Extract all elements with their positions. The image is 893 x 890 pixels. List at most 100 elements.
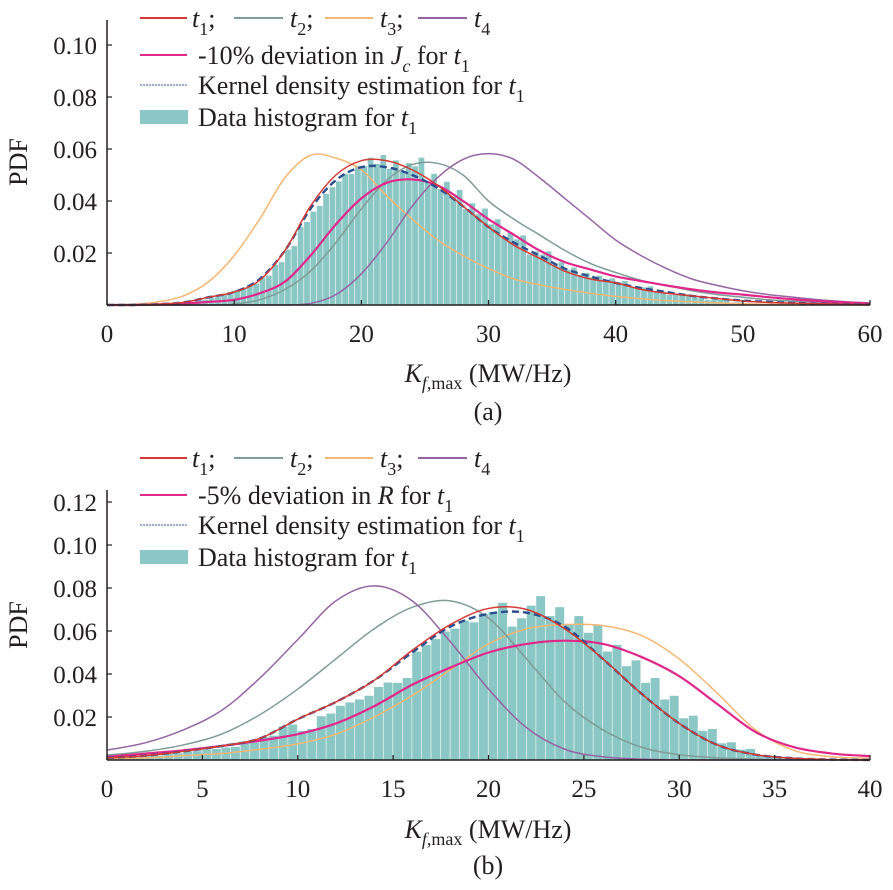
histogram-bar [250,742,259,760]
histogram-bar [723,299,730,305]
legend: t1; t2; t3; t4-5% deviation in R for t1Kern… [140,444,525,578]
histogram-bar [494,219,501,305]
legend-sub: c [402,56,410,76]
histogram-bar [736,749,746,760]
x-tick-label: 50 [730,321,755,348]
legend-text: Data histogram for [198,543,401,572]
legend-label-t1: t1; [192,4,215,39]
histogram-bar [364,695,374,760]
histogram-bar [393,682,403,760]
histogram-bar [571,267,577,305]
legend-var: t [401,103,409,132]
histogram-bar [323,194,329,305]
legend-label-t3: t3; [380,4,403,39]
histogram-bar [348,173,355,305]
x-tick-label: 35 [762,776,787,803]
y-axis-label: PDF [4,601,33,649]
histogram-bar [482,208,488,305]
legend-label-hist: Data histogram for t1 [198,103,417,138]
x-tick-label: 25 [571,776,596,803]
histogram-bar [660,699,670,760]
histogram-bar [698,296,705,305]
x-tick-label: 30 [667,776,692,803]
histogram-bar [386,168,393,305]
x-label-var: K [404,359,424,388]
panel-label: (b) [473,851,503,880]
histogram-bar [469,622,479,760]
legend-sep: ; [396,444,403,473]
legend-label-kde: Kernel density estimation for t1 [198,511,525,546]
histogram-bar [726,742,736,760]
legend-var: t [508,71,516,100]
histogram-bar [526,605,536,760]
histogram-bar [478,613,488,760]
legend-swatch-hist [140,110,188,124]
legend-var: t [290,444,298,473]
legend-label-t4: t4 [474,4,490,39]
legend-sub: 3 [387,459,396,479]
histogram-bar [653,292,660,305]
histogram-bar [246,284,253,305]
histogram-bar [517,618,527,760]
histogram-bar [602,651,612,760]
histogram-bar [278,726,288,760]
histogram-bar [545,616,555,760]
histogram-bar [345,702,355,760]
histogram-bar [564,269,571,305]
y-tick-label: 0.02 [53,705,97,732]
histogram-bar [574,616,584,760]
histogram-bar [622,666,631,760]
histogram-bar [590,277,596,305]
histogram-bar [307,728,317,760]
histogram-bar [498,602,507,760]
legend: t1; t2; t3; t4-10% deviation in Jc for t1Ke… [140,4,525,138]
y-tick-label: 0.12 [53,490,97,517]
legend-text: -5% deviation in [198,481,378,510]
histogram-bar [666,294,673,305]
histogram-bar [291,246,298,305]
histogram-bar [399,171,406,305]
histogram-bar [412,166,418,305]
histogram-bar [424,181,431,305]
legend-var: J [391,41,404,70]
chart-panel-b: 0 5 10 15 20 25 30 35 40 0.02 0.04 0.06 0.08 0.10 0.12… [4,444,883,880]
series-line-t2 [106,599,871,761]
histogram-bar [335,181,342,305]
histogram-bar [310,211,317,305]
histogram-bar [361,166,368,305]
histogram-bar [234,289,240,305]
histogram [183,155,743,305]
legend-text: Data histogram for [198,103,401,132]
legend-label-t3: t3; [380,444,403,479]
histogram-bar [507,232,514,305]
x-tick-label: 0 [101,776,114,803]
histogram-bar [412,651,422,760]
histogram-bar [707,728,717,760]
histogram-bar [564,624,574,760]
y-tick-label: 0.10 [53,33,97,60]
histogram-bar [691,297,698,305]
legend-text: Kernel density estimation for [198,71,508,100]
histogram-bar [380,155,387,305]
histogram-bar [593,624,603,760]
x-tick-label: 10 [222,321,247,348]
x-tick-label: 30 [476,321,501,348]
x-tick-label: 0 [101,321,114,348]
histogram-bar [421,644,431,760]
histogram-bar [615,282,622,305]
legend-var: t [437,481,445,510]
histogram-bar [688,715,698,760]
histogram-bar [622,280,628,305]
histogram-bar [354,165,361,305]
histogram-bar [717,743,727,760]
histogram-bar [602,279,609,305]
legend-sep: ; [208,4,215,33]
histogram-bar [272,264,279,305]
panel-label: (a) [474,397,503,426]
y-tick-label: 0.08 [53,85,97,112]
x-tick-label: 40 [603,321,628,348]
legend-mid: for [394,481,437,510]
legend-label-dev: -5% deviation in R for t1 [198,481,453,516]
histogram-bar [533,251,539,305]
histogram-bar [440,631,450,760]
